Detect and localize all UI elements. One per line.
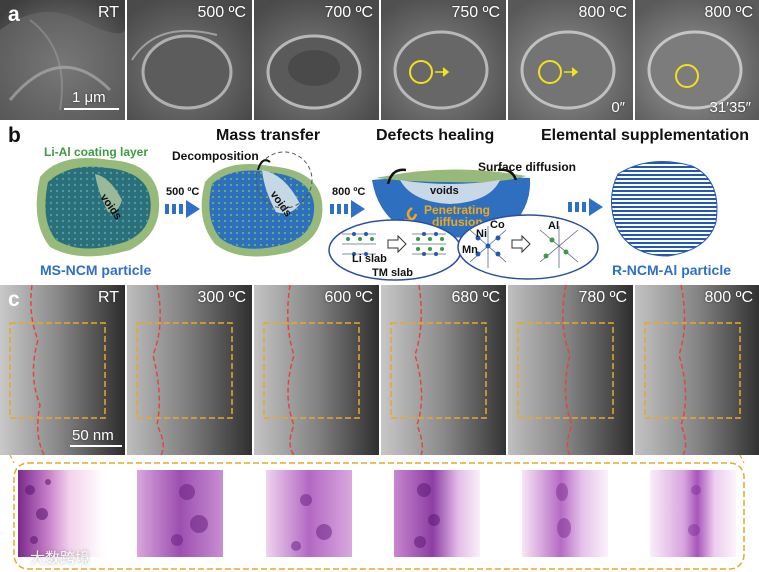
ms-ncm-particle-label: MS-NCM particle (40, 262, 152, 278)
highlight-arrow (564, 67, 579, 77)
frame-temperature: 700 ºC (324, 4, 373, 21)
stage-title-defects-healing: Defects healing (376, 127, 495, 144)
frame-temperature: 800 ºC (578, 4, 627, 21)
slab-arrow (387, 234, 407, 254)
sem-frame-1: RT 1 μm (0, 0, 125, 120)
tem-frame-1: RT 50 nm (0, 285, 125, 455)
fft-map-5 (522, 470, 608, 557)
decomposition-arrow (257, 159, 271, 171)
decomposition-label: Decomposition (172, 149, 259, 163)
li-slab-label: Li slab (352, 253, 387, 265)
watermark: 大数跨境 (30, 549, 91, 567)
scale-bar-label: 50 nm (72, 427, 114, 444)
frame-time: 31′35″ (709, 99, 752, 116)
panel-b: b Mass transfer Defects healing Elementa… (0, 122, 759, 282)
highlight-circle (538, 60, 562, 84)
frame-time: 0″ (611, 99, 625, 116)
tem-image (381, 285, 506, 455)
tem-image (508, 285, 633, 455)
temp-800: 800 ºC (332, 186, 365, 198)
sem-frame-6: 800 ºC 31′35″ (635, 0, 759, 120)
fft-map-4 (394, 470, 480, 557)
fft-frame (9, 455, 745, 570)
tem-frame-6: 800 ºC (635, 285, 759, 455)
tm-lattice-oval (457, 214, 599, 280)
r-ncm-al-particle-label: R-NCM-Al particle (612, 262, 732, 278)
highlight-circle (409, 60, 433, 84)
mass-transfer-particle-core (209, 170, 315, 249)
penetrating-diffusion-label: Penetrating (424, 203, 490, 217)
tem-image (127, 285, 252, 455)
sem-image (635, 0, 759, 120)
temp-500: 500 ºC (166, 186, 199, 198)
frame-temperature: 600 ºC (324, 289, 373, 306)
tem-frame-2: 300 ºC (127, 285, 252, 455)
ni-label: Ni (476, 228, 487, 240)
co-label: Co (490, 219, 505, 231)
sem-image (508, 0, 633, 120)
r-ncm-al-particle (611, 161, 718, 257)
process-arrow-2 (330, 200, 365, 218)
highlight-circle (675, 64, 699, 88)
al-label: Al (548, 220, 559, 232)
tem-frame-5: 780 ºC (508, 285, 633, 455)
frame-temperature: 750 ºC (451, 4, 500, 21)
panel-c-letter: c (8, 288, 20, 311)
sem-image (0, 0, 125, 120)
scale-bar (64, 108, 119, 110)
process-arrow-3 (568, 198, 603, 216)
frame-temperature: 300 ºC (197, 289, 246, 306)
void (95, 174, 122, 213)
frame-temperature: 800 ºC (704, 4, 753, 21)
sem-frame-2: 500 ºC (127, 0, 252, 120)
tem-frame-4: 680 ºC (381, 285, 506, 455)
sem-frame-5: 800 ºC 0″ (508, 0, 633, 120)
tem-image (254, 285, 379, 455)
svg-text:diffusion: diffusion (432, 215, 483, 229)
process-arrow-1 (165, 200, 200, 218)
tem-frame-3: 600 ºC (254, 285, 379, 455)
fft-map-1 (18, 470, 104, 557)
fft-map-6 (650, 470, 736, 557)
fft-map-3 (266, 470, 352, 557)
voids-label-3: voids (430, 185, 459, 197)
frame-temperature: 780 ºC (578, 289, 627, 306)
ms-ncm-particle-core (45, 166, 151, 249)
tem-image (635, 285, 759, 455)
stage-title-mass-transfer: Mass transfer (216, 127, 321, 144)
panel-b-letter: b (8, 124, 21, 147)
tm-arrow (511, 234, 531, 254)
frame-temperature: 800 ºC (704, 289, 753, 306)
stage-title-elemental-supplementation: Elemental supplementation (541, 127, 750, 144)
frame-temperature: 680 ºC (451, 289, 500, 306)
fft-map-2 (137, 470, 223, 557)
schematic-drawing: voids 500 ºC voids 800 ºC voids (36, 151, 718, 281)
frame-temperature: RT (97, 4, 119, 21)
panel-a-letter: a (8, 3, 20, 26)
sem-image (381, 0, 506, 120)
sem-image (254, 0, 379, 120)
scale-bar-label: 1 μm (72, 89, 106, 106)
frame-temperature: RT (97, 289, 119, 306)
sem-frame-4: 750 ºC (381, 0, 506, 120)
scale-bar (70, 445, 122, 447)
decomposition-circle (255, 151, 313, 209)
sem-frame-3: 700 ºC (254, 0, 379, 120)
tem-image (0, 285, 125, 455)
tm-slab-label: TM slab (372, 267, 413, 279)
frame-temperature: 500 ºC (197, 4, 246, 21)
highlight-arrow (435, 67, 450, 77)
mn-label: Mn (462, 244, 478, 256)
panel-a: RT 1 μm 500 ºC 700 ºC 750 ºC (0, 0, 759, 120)
sem-image (127, 0, 252, 120)
coating-layer-label: Li-Al coating layer (44, 145, 149, 159)
